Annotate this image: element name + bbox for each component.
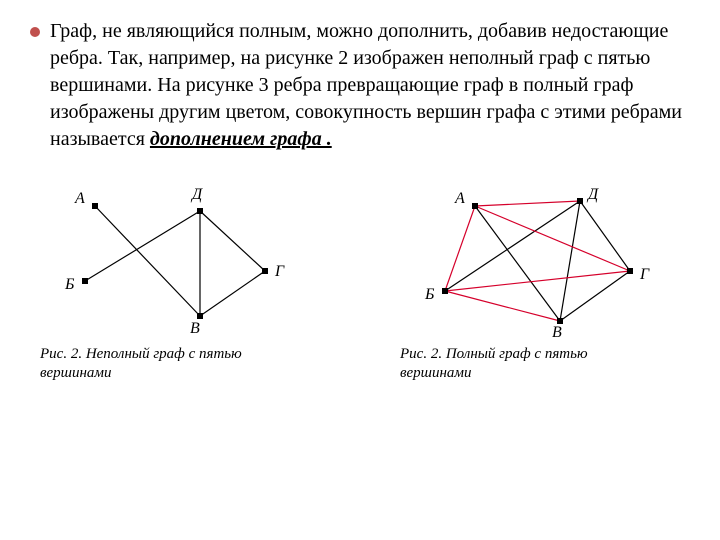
graph-complete: А Д Г В Б xyxy=(400,171,680,341)
svg-text:Д: Д xyxy=(586,186,599,203)
svg-text:Д: Д xyxy=(190,186,203,203)
caption-right: Рис. 2. Полный граф с пятью вершинами xyxy=(400,345,660,383)
main-paragraph: Граф, не являющийся полным, можно дополн… xyxy=(50,18,690,153)
figure-right: А Д Г В Б Рис. 2. Полный граф с пятью вершин… xyxy=(400,171,680,383)
svg-text:Г: Г xyxy=(274,263,285,280)
svg-text:А: А xyxy=(454,190,465,207)
paragraph-text: Граф, не являющийся полным, можно дополн… xyxy=(50,20,682,150)
svg-text:Б: Б xyxy=(424,286,435,303)
svg-text:Г: Г xyxy=(639,266,650,283)
svg-text:В: В xyxy=(190,320,200,337)
bullet-paragraph: Граф, не являющийся полным, можно дополн… xyxy=(30,18,690,153)
caption-left: Рис. 2. Неполный граф с пятью вершинами xyxy=(40,345,300,383)
svg-text:А: А xyxy=(74,190,85,207)
svg-text:Б: Б xyxy=(64,276,75,293)
graph-incomplete: А Д Г В Б xyxy=(40,171,320,341)
bullet-icon xyxy=(30,27,40,37)
figure-left: А Д Г В Б Рис. 2. Неполный граф с пятью верш… xyxy=(40,171,320,383)
paragraph-emphasis: дополнением графа . xyxy=(150,128,332,150)
svg-text:В: В xyxy=(552,324,562,341)
figures-row: А Д Г В Б Рис. 2. Неполный граф с пятью верш… xyxy=(30,171,690,383)
